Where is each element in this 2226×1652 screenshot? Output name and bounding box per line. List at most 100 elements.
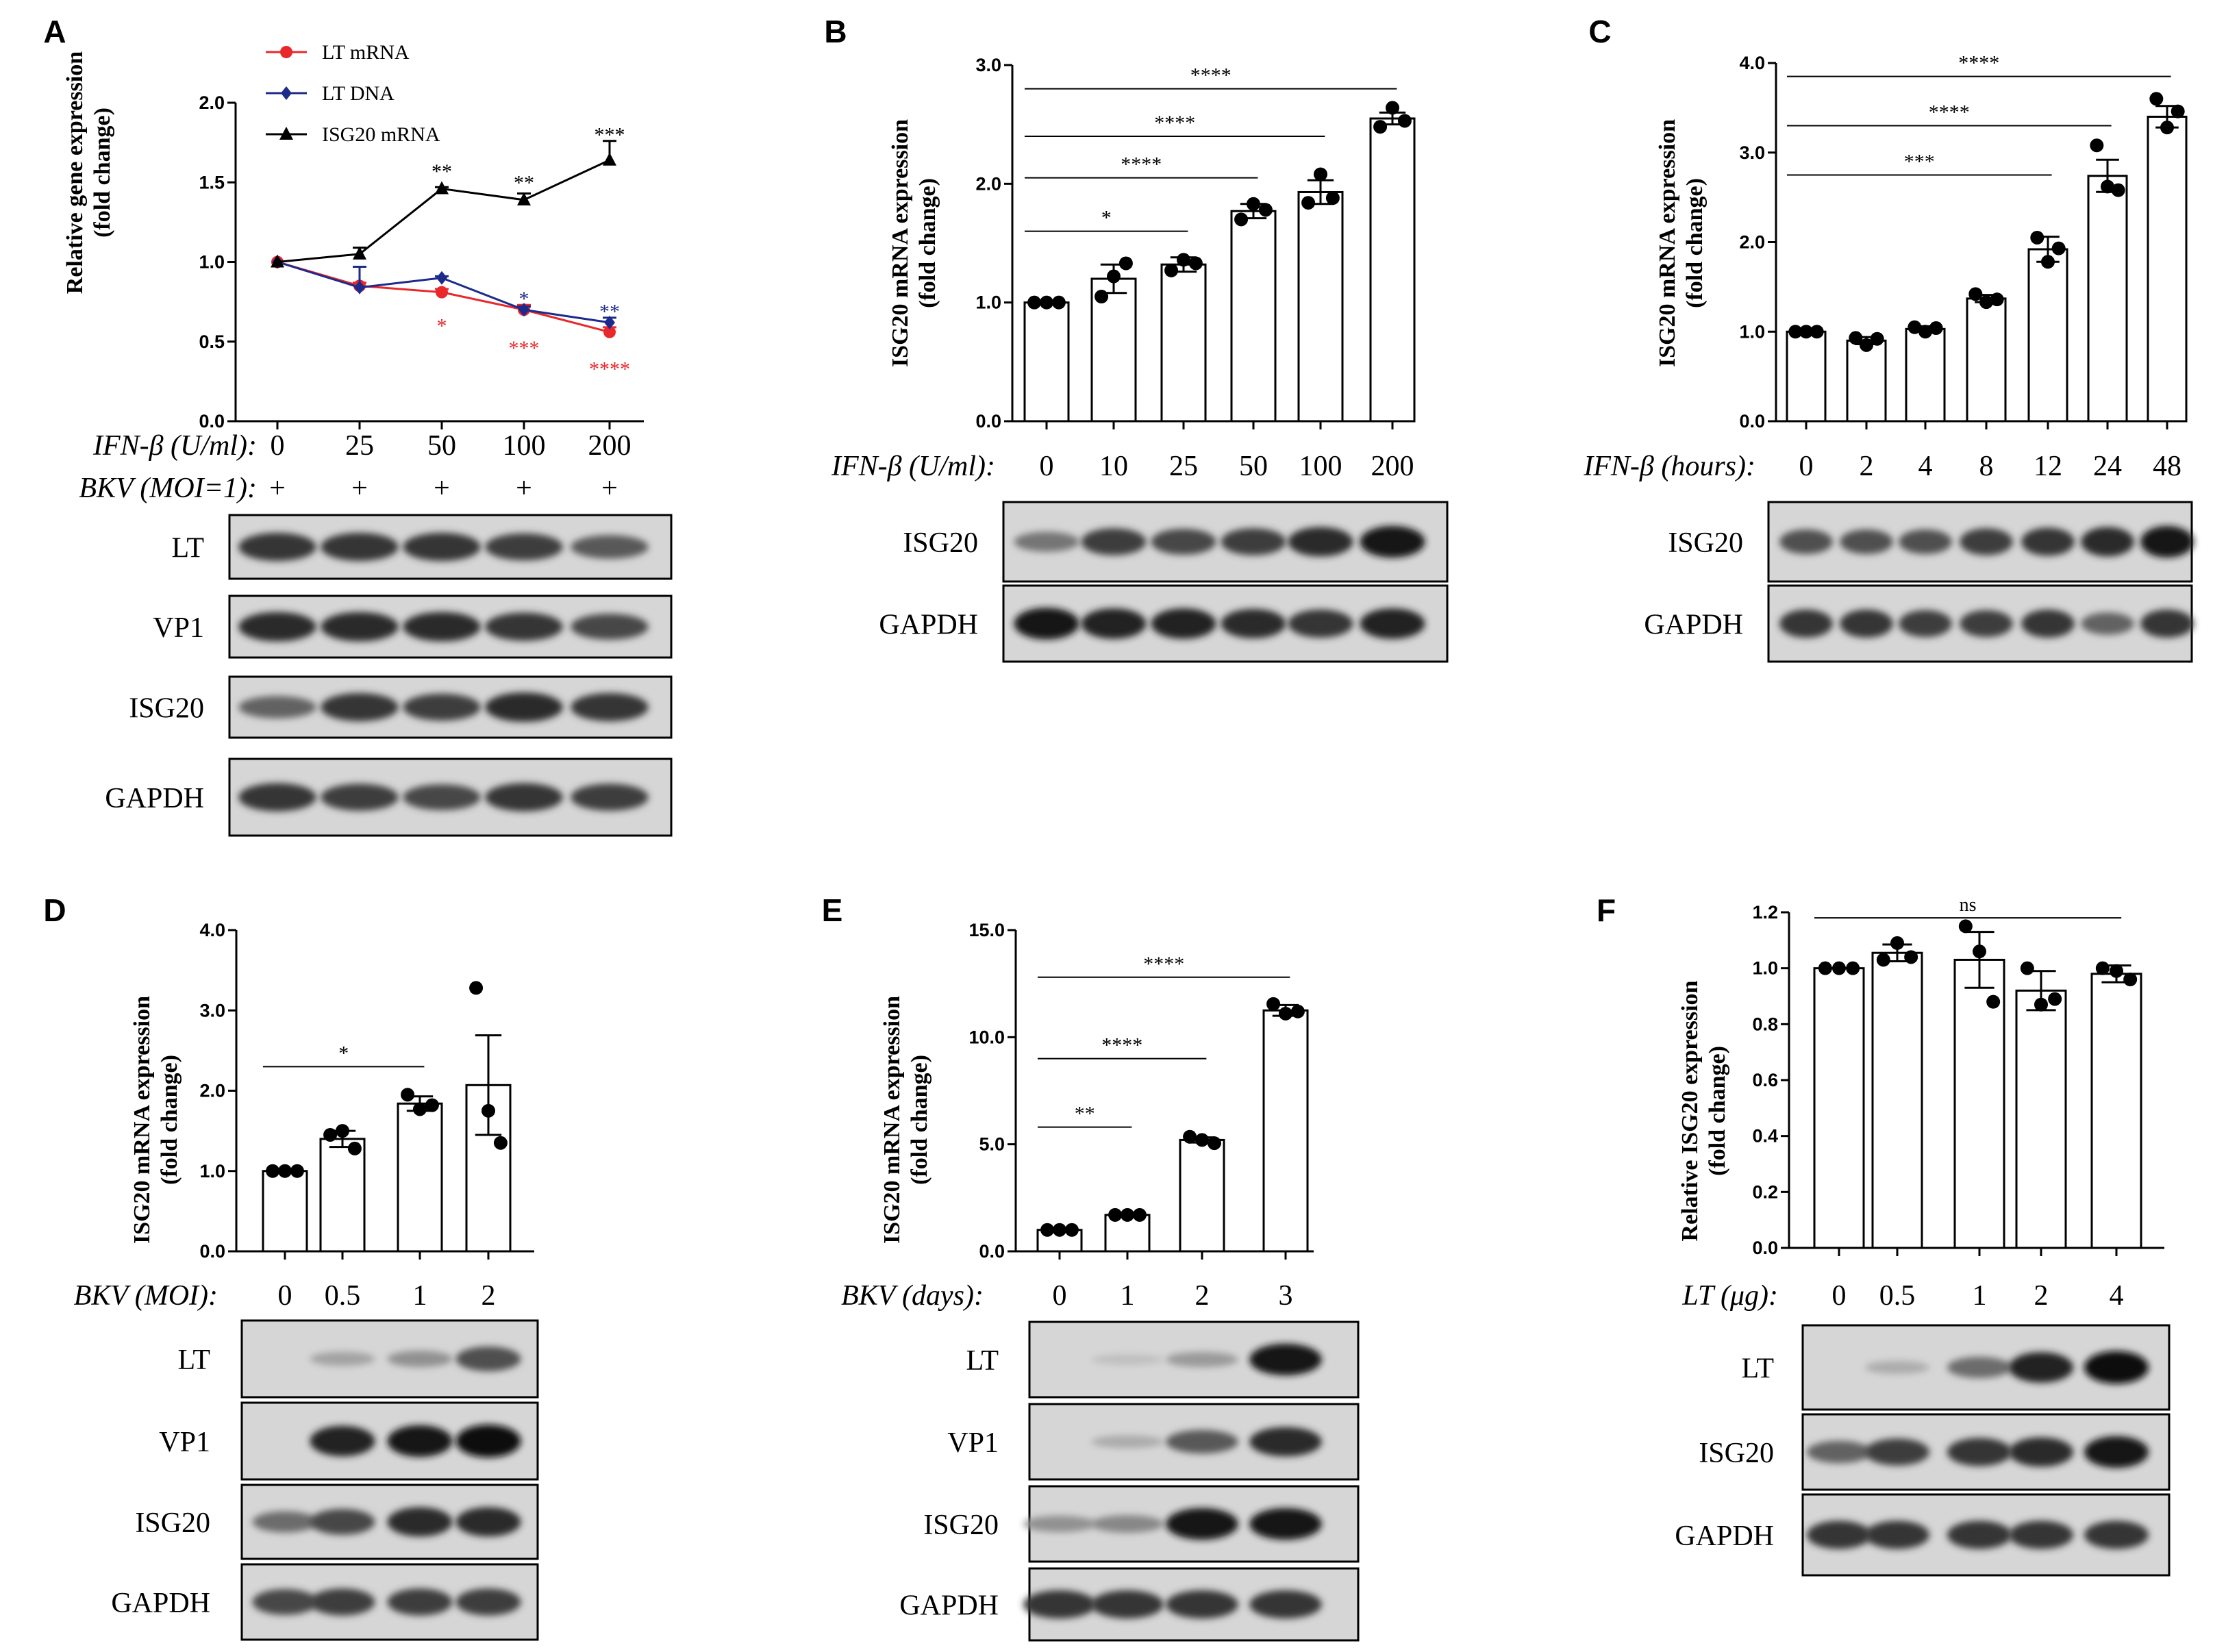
legend-marker [281, 86, 292, 100]
y-tick-label: 0.6 [1752, 1070, 1778, 1090]
data-point [1164, 263, 1179, 277]
data-point [2034, 997, 2048, 1012]
panel-letter: E [822, 892, 843, 928]
blot-band [2081, 612, 2134, 635]
condition-value: 25 [345, 430, 374, 462]
significance-label: **** [1121, 153, 1162, 176]
significance-label: ** [432, 160, 452, 183]
data-point [2048, 992, 2062, 1006]
blot-band [455, 1346, 521, 1372]
western-blot: VP1 [153, 595, 673, 659]
blot-band [1091, 1515, 1164, 1533]
data-point [1799, 325, 1813, 339]
condition-value: 24 [2093, 451, 2122, 482]
condition-value: 25 [1169, 451, 1198, 482]
blot-band [1840, 609, 1893, 638]
blot-band [2008, 1352, 2074, 1383]
y-tick-label: 15.0 [968, 920, 1005, 940]
y-tick-label: 0.4 [1752, 1126, 1778, 1147]
condition-value: 1 [1121, 1280, 1135, 1312]
condition-value: 4 [1918, 451, 1933, 482]
y-axis-title-line2: (fold change) [915, 178, 940, 308]
blot-band [1249, 1507, 1322, 1540]
significance-label: * [338, 1042, 349, 1064]
bar [1813, 967, 1865, 1249]
data-point [1876, 953, 1890, 967]
data-point [353, 246, 366, 260]
blot-band [1023, 1590, 1096, 1619]
blot-band [1014, 608, 1079, 640]
blot-band [1840, 529, 1893, 555]
y-tick-label: 1.0 [1752, 958, 1778, 979]
blot-band [2084, 1436, 2149, 1468]
condition-label: IFN-β (hours): [1583, 451, 1755, 482]
blot-band [238, 696, 316, 718]
blot-label: GAPDH [111, 1588, 210, 1619]
y-tick-label: 0.0 [979, 1241, 1005, 1262]
blot-band [252, 1589, 318, 1615]
bar [319, 1138, 366, 1253]
blot-band [1221, 609, 1286, 638]
panel-letter: B [824, 14, 847, 49]
blot-band [238, 783, 316, 812]
blot-band [571, 784, 649, 811]
condition-value: 50 [427, 430, 456, 462]
condition-value: 2 [1860, 451, 1874, 482]
significance-label: **** [1101, 1034, 1142, 1057]
blot-label: ISG20 [923, 1510, 999, 1541]
blot-band [485, 612, 563, 641]
blot-band [1779, 529, 1833, 555]
condition-value: + [601, 473, 618, 504]
y-tick-label: 2.0 [975, 173, 1001, 194]
blot-band [571, 614, 649, 640]
blot-band [321, 784, 399, 811]
data-point [1132, 1207, 1147, 1222]
blot-band [2008, 1520, 2074, 1549]
data-point [1990, 292, 2004, 307]
y-axis-title-line1: ISG20 mRNA expression [879, 996, 905, 1244]
condition-value: + [434, 473, 450, 504]
data-point [1386, 101, 1399, 115]
blot-band [1091, 1354, 1164, 1365]
blot-band [1023, 1515, 1096, 1533]
blot-label: LT [966, 1345, 999, 1377]
y-tick-label: 2.0 [1739, 232, 1765, 253]
panel-e: E 0.0 5.0 10.0 15.0 ISG20 mRNA expression (fol… [822, 892, 1360, 1642]
blot-band [1864, 1360, 1930, 1375]
blot-band [2084, 1351, 2149, 1384]
data-point [1279, 1006, 1292, 1021]
y-axis-title: Relative ISG20 expression (fold change) [1677, 980, 1730, 1241]
blot-band [403, 532, 481, 562]
blot-band [310, 1351, 375, 1366]
condition-value: 0 [1053, 1280, 1067, 1312]
blot-band [1151, 529, 1216, 555]
condition-label: LT (μg): [1681, 1280, 1778, 1312]
data-point [604, 315, 615, 329]
data-point [1373, 120, 1388, 134]
data-point [2123, 973, 2138, 986]
significance-label: ** [599, 301, 620, 323]
data-point [1929, 321, 1943, 336]
panel-letter: C [1588, 14, 1611, 49]
blot-band [1166, 1429, 1238, 1454]
blot-band [455, 1507, 521, 1537]
western-blot: LT [1742, 1324, 2171, 1411]
blot-band [310, 1588, 375, 1616]
data-point [323, 1127, 338, 1142]
blot-label: ISG20 [903, 527, 978, 559]
panel-letter: A [43, 14, 66, 49]
western-blot: ISG20 [903, 501, 1449, 583]
condition-value: 3 [1279, 1280, 1293, 1312]
data-point [1301, 196, 1316, 210]
blot-label: GAPDH [105, 783, 204, 814]
data-point [1107, 269, 1121, 284]
blot-band [571, 692, 649, 722]
y-axis-title: ISG20 mRNA expression (fold change) [1655, 119, 1708, 367]
blot-band [2008, 1437, 2074, 1467]
western-blot: GAPDH [1675, 1493, 2171, 1577]
data-point [1266, 997, 1281, 1011]
y-tick-label: 1.2 [1752, 902, 1778, 923]
y-tick-label: 4.0 [1739, 53, 1765, 73]
y-tick-label: 0.0 [1739, 411, 1765, 431]
western-blot: VP1 [159, 1401, 539, 1481]
